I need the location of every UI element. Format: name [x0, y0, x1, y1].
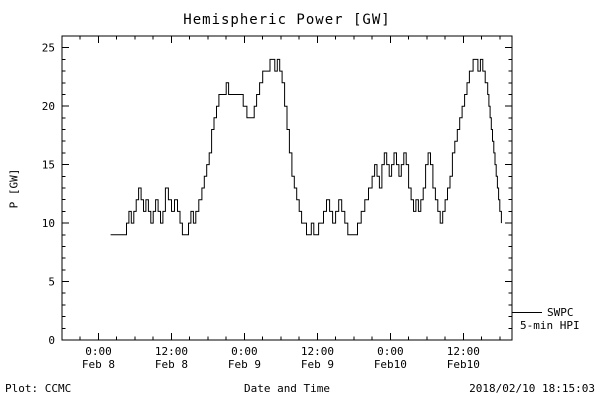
x-axis-label: Date and Time	[243, 382, 331, 395]
legend-series-type: 5-min HPI	[520, 319, 580, 332]
legend-line-sample	[512, 312, 542, 313]
x-tick-label-date: Feb 8	[82, 358, 115, 371]
x-tick-label-time: 0:00	[377, 345, 404, 358]
y-tick-label: 5	[48, 276, 55, 289]
x-tick-label-date: Feb10	[374, 358, 407, 371]
y-tick-label: 15	[42, 159, 55, 172]
y-tick-label: 10	[42, 217, 55, 230]
generated-timestamp: 2018/02/10 18:15:03	[469, 382, 595, 395]
x-tick-label-date: Feb 9	[301, 358, 334, 371]
chart-title: Hemispheric Power [GW]	[183, 12, 391, 28]
y-tick-label: 0	[48, 334, 55, 347]
legend-series-source: SWPC	[547, 306, 574, 319]
x-tick-label-date: Feb 8	[155, 358, 188, 371]
y-tick-label: 20	[42, 100, 55, 113]
x-tick-label-time: 12:00	[155, 345, 188, 358]
x-tick-label-date: Feb10	[447, 358, 480, 371]
plot-frame	[61, 35, 513, 341]
x-tick-label-date: Feb 9	[228, 358, 261, 371]
hpi-step-line	[110, 58, 502, 236]
plot-credit: Plot: CCMC	[5, 382, 72, 395]
legend: SWPC 5-min HPI	[512, 306, 598, 332]
y-tick-label: 25	[42, 42, 55, 55]
x-tick-label-time: 12:00	[447, 345, 480, 358]
x-tick-label-time: 0:00	[85, 345, 112, 358]
x-tick-label-time: 12:00	[301, 345, 334, 358]
x-tick-label-time: 0:00	[231, 345, 258, 358]
